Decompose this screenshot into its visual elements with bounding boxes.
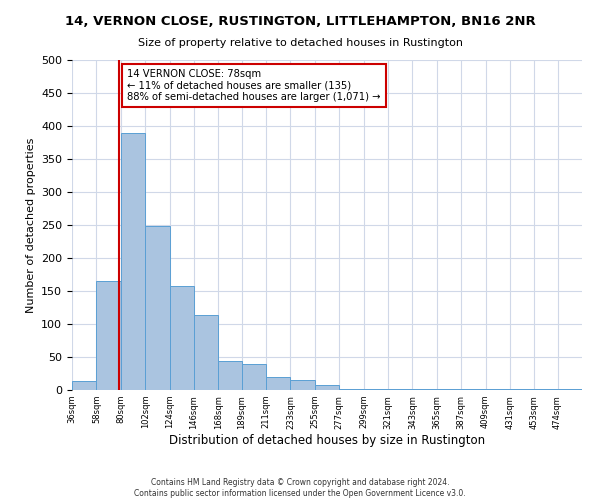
- Y-axis label: Number of detached properties: Number of detached properties: [26, 138, 35, 312]
- Bar: [121, 132, 145, 390]
- Text: Contains HM Land Registry data © Crown copyright and database right 2024.
Contai: Contains HM Land Registry data © Crown c…: [134, 478, 466, 498]
- Bar: [97, 281, 121, 390]
- Bar: [437, 388, 461, 390]
- Bar: [412, 388, 437, 390]
- Bar: [170, 286, 194, 390]
- Bar: [266, 377, 290, 390]
- X-axis label: Distribution of detached houses by size in Rustington: Distribution of detached houses by size …: [169, 434, 485, 448]
- Bar: [290, 380, 315, 390]
- Bar: [194, 315, 218, 390]
- Text: Size of property relative to detached houses in Rustington: Size of property relative to detached ho…: [137, 38, 463, 48]
- Bar: [145, 226, 170, 390]
- Bar: [485, 388, 510, 390]
- Bar: [364, 388, 388, 390]
- Bar: [315, 384, 339, 390]
- Text: 14, VERNON CLOSE, RUSTINGTON, LITTLEHAMPTON, BN16 2NR: 14, VERNON CLOSE, RUSTINGTON, LITTLEHAMP…: [65, 15, 535, 28]
- Bar: [72, 382, 97, 390]
- Bar: [218, 361, 242, 390]
- Bar: [388, 388, 412, 390]
- Bar: [339, 388, 364, 390]
- Bar: [242, 364, 266, 390]
- Text: 14 VERNON CLOSE: 78sqm
← 11% of detached houses are smaller (135)
88% of semi-de: 14 VERNON CLOSE: 78sqm ← 11% of detached…: [127, 68, 381, 102]
